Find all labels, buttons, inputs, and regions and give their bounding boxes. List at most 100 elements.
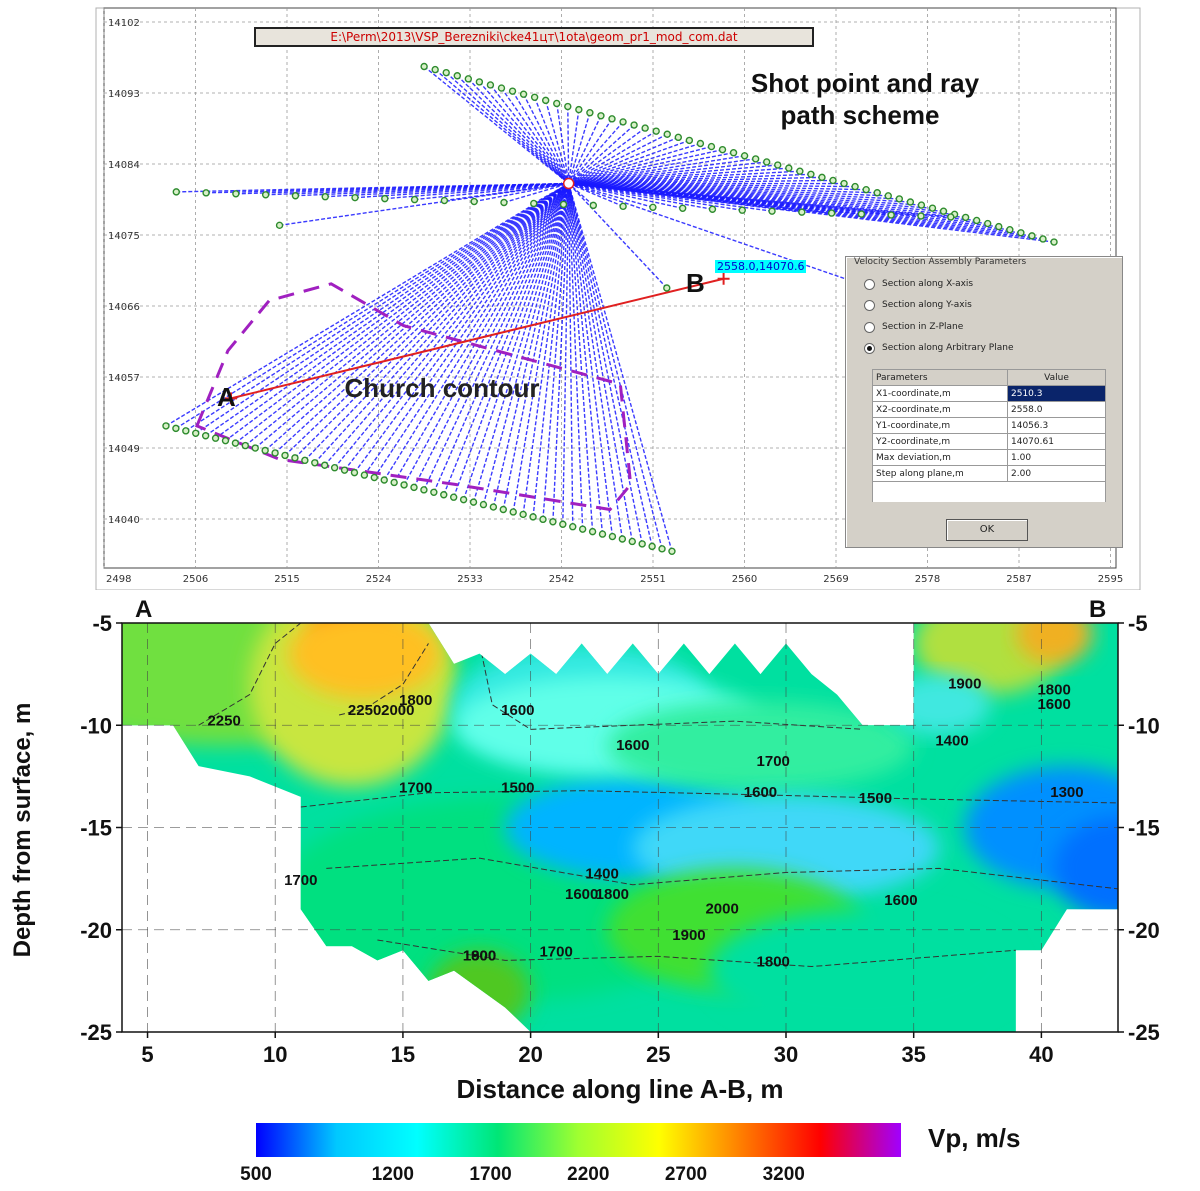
ray-path [568, 145, 712, 185]
ray-path [443, 183, 570, 496]
shot-point [818, 173, 826, 182]
ray-path [165, 182, 570, 427]
ray-path [567, 183, 594, 532]
shot-point [553, 99, 561, 108]
shot-point [275, 221, 284, 230]
ray-path [512, 183, 570, 513]
contour-label: 1400 [935, 733, 968, 750]
shot-point [311, 459, 319, 467]
option-section-z[interactable]: Section in Z-Plane [864, 320, 963, 334]
ray-path [568, 109, 580, 184]
ray-path [304, 183, 570, 461]
ray-path [334, 183, 570, 469]
option-label: Section along Y-axis [882, 300, 972, 310]
contour-label: 1600 [501, 702, 534, 719]
ray-path [324, 183, 570, 466]
option-label: Section along Arbitrary Plane [882, 343, 1014, 353]
shot-point [251, 444, 259, 452]
contour-line [326, 857, 1118, 890]
shot-point [360, 471, 369, 479]
shot-point [597, 112, 605, 120]
option-section-y[interactable]: Section along Y-axis [864, 298, 972, 312]
ok-button[interactable]: OK [946, 519, 1028, 541]
shot-point [649, 203, 657, 212]
option-section-x[interactable]: Section along X-axis [864, 277, 973, 291]
radio-button-selected[interactable] [864, 343, 875, 354]
shot-points [162, 62, 1058, 555]
corner-label-b: B [1089, 596, 1106, 623]
radio-button[interactable] [864, 279, 875, 290]
shot-point [608, 115, 616, 123]
ray-path [175, 182, 570, 429]
y-tick-label: 14040 [108, 515, 140, 526]
shot-point [350, 468, 359, 477]
shot-point [663, 130, 671, 138]
shot-point [420, 62, 428, 71]
ray-plot-grid [103, 8, 1116, 568]
ray-path [552, 183, 570, 522]
ray-path [445, 72, 570, 185]
x-tick-label: 40 [1029, 1042, 1053, 1067]
param-value-input[interactable]: 1.00 [1007, 449, 1106, 466]
ray-path [393, 183, 570, 483]
shot-point [271, 449, 279, 457]
param-value-input[interactable]: 2510.3 [1007, 385, 1106, 402]
ray-path [185, 182, 570, 432]
parameters-table: Parameters Value X1-coordinate,m 2510.3 … [872, 369, 1106, 502]
shot-point [829, 176, 837, 185]
contour-line [479, 643, 863, 730]
shot-point [598, 530, 607, 538]
ray-path [511, 90, 570, 184]
contour-label: 1800 [596, 886, 629, 903]
shot-point [519, 510, 527, 519]
shot-point [530, 93, 539, 102]
shot-point [539, 515, 547, 524]
column-header-value: Value [1007, 369, 1106, 386]
ray-path [568, 136, 679, 185]
param-value-input[interactable]: 14056.3 [1007, 417, 1106, 434]
velocity-zone [709, 909, 1016, 1032]
param-value-input[interactable]: 2.00 [1007, 465, 1106, 482]
ray-path [215, 182, 570, 439]
y-tick-label-left: -25 [80, 1020, 112, 1045]
contour-label: 1600 [565, 886, 598, 903]
x-tick-label: 30 [774, 1042, 798, 1067]
shot-point [453, 72, 461, 80]
ray-path [478, 81, 570, 184]
radio-button[interactable] [864, 300, 875, 311]
shot-point [301, 456, 309, 465]
x-tick-label: 10 [263, 1042, 287, 1067]
ray-path [244, 182, 570, 447]
ray-paths [165, 65, 1055, 552]
contour-label: 1800 [1037, 682, 1070, 699]
shot-point [381, 194, 389, 203]
shot-point [768, 207, 776, 215]
shot-point [707, 142, 716, 151]
shot-point [827, 209, 836, 217]
shot-point [763, 158, 771, 166]
shot-point [652, 127, 660, 135]
ray-path [403, 183, 570, 486]
contour-label: 1700 [757, 753, 790, 770]
line-a-b [225, 272, 730, 405]
shot-point [261, 191, 270, 199]
shot-point [928, 204, 937, 212]
ray-path [568, 183, 643, 545]
colorbar-label: Vp, m/s [928, 1123, 1020, 1153]
ray-path [568, 183, 673, 552]
church-contour-label: Church contour [345, 373, 540, 403]
shot-point [370, 473, 379, 482]
option-section-arbitrary[interactable]: Section along Arbitrary Plane [864, 341, 1014, 355]
column-header-parameters: Parameters [872, 369, 1008, 386]
shot-point [619, 118, 627, 126]
shot-point [380, 476, 388, 484]
ray-path [568, 182, 654, 208]
param-value-input[interactable]: 14070.61 [1007, 433, 1106, 450]
shot-point [500, 198, 508, 207]
velocity-zone [1015, 623, 1093, 664]
radio-button[interactable] [864, 322, 875, 333]
ray-path [567, 183, 604, 535]
shot-point [708, 205, 717, 213]
param-value-input[interactable]: 2558.0 [1007, 401, 1106, 418]
